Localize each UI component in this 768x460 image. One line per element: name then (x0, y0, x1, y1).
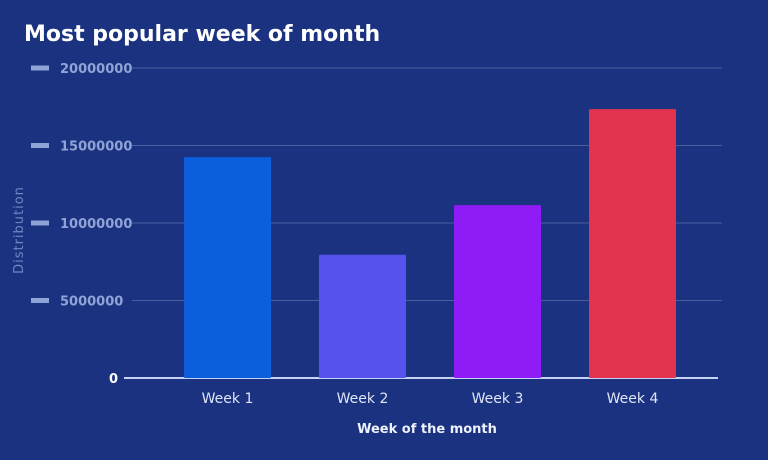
x-tick-label: Week 4 (607, 391, 659, 407)
y-tick-label: 5000000 (60, 295, 123, 310)
tick-marker-icon (31, 143, 49, 148)
bar (454, 205, 541, 378)
y-tick-label: 15000000 (60, 140, 132, 155)
chart-title: Most popular week of month (24, 22, 380, 47)
y-axis-label: Distribution (12, 186, 27, 274)
x-axis-label: Week of the month (357, 422, 497, 437)
tick-marker-icon (31, 298, 49, 303)
tick-marker-icon (31, 220, 49, 226)
y-tick-label: 10000000 (60, 217, 132, 232)
x-tick-label: Week 2 (337, 391, 389, 407)
x-tick-label: Week 3 (472, 391, 524, 407)
x-tick-label: Week 1 (202, 391, 254, 407)
bar (319, 254, 406, 378)
y-tick-label: 0 (109, 372, 118, 387)
bar (589, 109, 676, 378)
tick-marker-icon (31, 65, 49, 71)
y-tick-label: 20000000 (60, 62, 132, 77)
bar (184, 157, 271, 378)
